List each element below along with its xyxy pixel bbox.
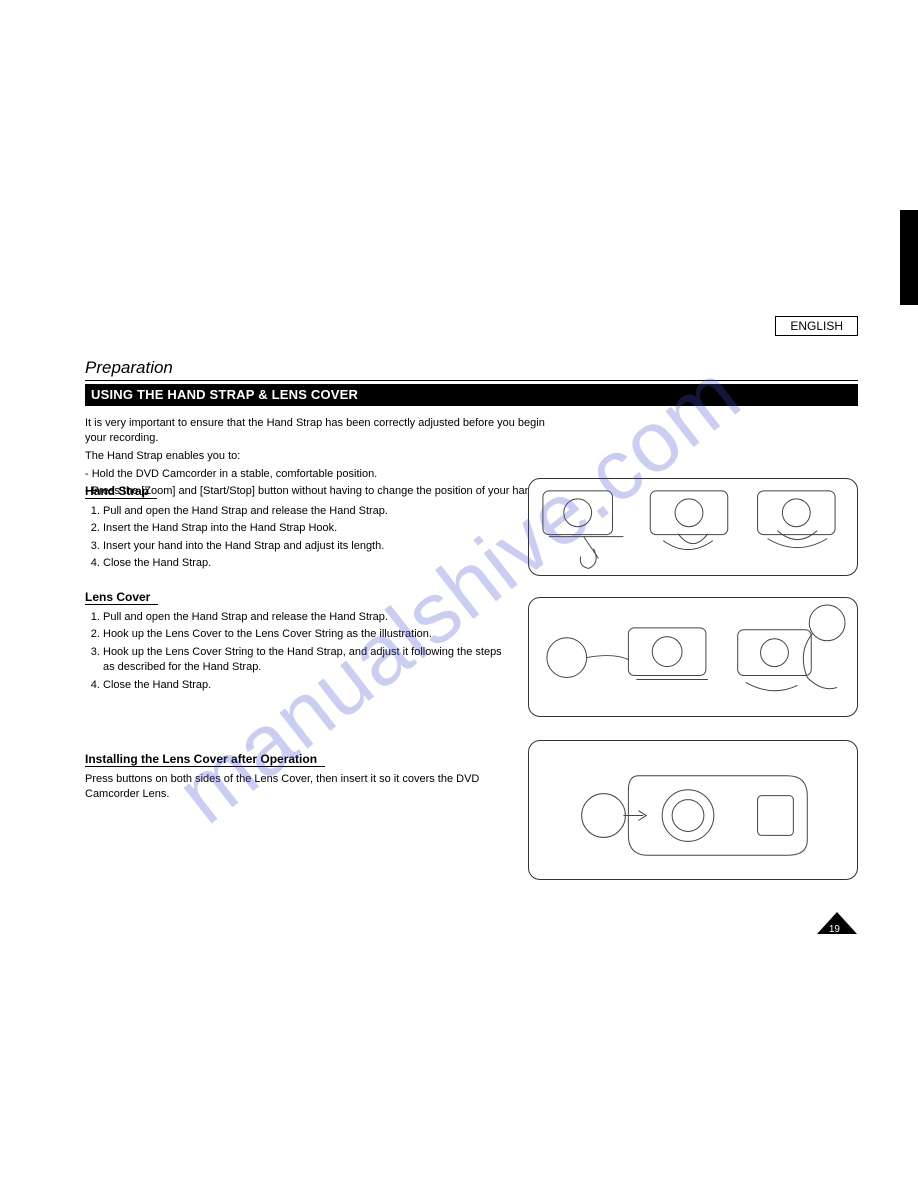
line-art-icon [529, 479, 857, 576]
step-item: Insert your hand into the Hand Strap and… [103, 539, 515, 554]
section-heading: Installing the Lens Cover after Operatio… [85, 752, 325, 767]
figure-hand-strap [528, 478, 858, 576]
edge-tab [900, 210, 918, 305]
step-text: Press buttons on both sides of the Lens … [85, 772, 515, 803]
line-art-icon [529, 598, 857, 717]
line-art-icon [529, 741, 857, 880]
step-item: Hook up the Lens Cover to the Lens Cover… [103, 627, 515, 642]
figure-install-cover [528, 740, 858, 880]
step-item: Pull and open the Hand Strap and release… [103, 504, 515, 519]
figure-lens-cover [528, 597, 858, 717]
step-item: Hook up the Lens Cover String to the Han… [103, 645, 515, 676]
section-title-bar: USING THE HAND STRAP & LENS COVER [85, 384, 858, 406]
chapter-title: Preparation [85, 358, 858, 381]
language-box: ENGLISH [775, 316, 858, 336]
section-hand-strap: Hand Strap Pull and open the Hand Strap … [85, 482, 515, 574]
step-list: Pull and open the Hand Strap and release… [85, 610, 515, 693]
manual-page: ENGLISH Preparation USING THE HAND STRAP… [0, 0, 918, 1188]
step-list: Pull and open the Hand Strap and release… [85, 504, 515, 572]
step-item: Press buttons on both sides of the Lens … [85, 772, 515, 803]
step-item: Pull and open the Hand Strap and release… [103, 610, 515, 625]
section-install-cover: Installing the Lens Cover after Operatio… [85, 750, 515, 805]
step-item: Insert the Hand Strap into the Hand Stra… [103, 521, 515, 536]
intro-line: The Hand Strap enables you to: [85, 449, 565, 464]
page-number: 19 [829, 924, 840, 935]
section-heading: Hand Strap [85, 484, 157, 499]
step-item: Close the Hand Strap. [103, 556, 515, 571]
intro-line: - Hold the DVD Camcorder in a stable, co… [85, 467, 565, 482]
intro-line: It is very important to ensure that the … [85, 416, 565, 446]
step-item: Close the Hand Strap. [103, 678, 515, 693]
section-heading: Lens Cover [85, 590, 158, 605]
section-lens-cover: Lens Cover Pull and open the Hand Strap … [85, 588, 515, 695]
